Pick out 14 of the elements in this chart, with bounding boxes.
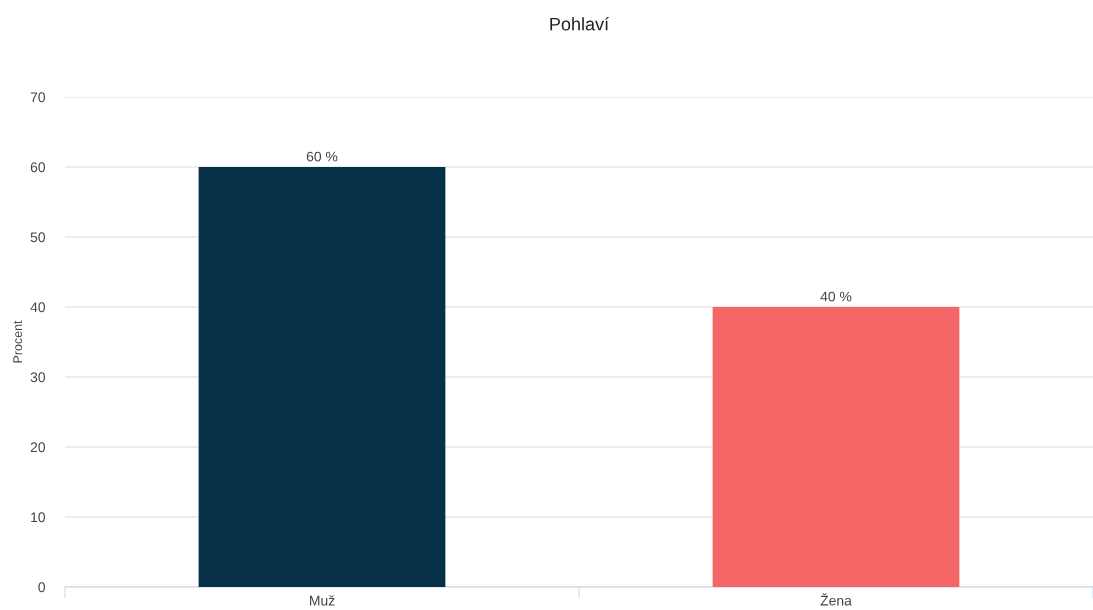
- y-tick-label: 50: [30, 232, 46, 243]
- x-tick-label: Muž: [310, 595, 335, 606]
- y-axis-title: Procent: [13, 320, 23, 363]
- y-tick-label: 30: [30, 372, 46, 383]
- y-tick-label: 20: [30, 442, 46, 453]
- data-label: 40 %: [820, 291, 852, 302]
- x-tick-label: Žena: [820, 593, 852, 606]
- data-label: 60 %: [306, 151, 338, 162]
- y-tick-label: 40: [30, 302, 46, 313]
- y-tick-label: 70: [30, 92, 46, 103]
- y-tick-label: 10: [31, 512, 46, 523]
- y-tick-label: 60: [30, 162, 46, 173]
- chart-title: Pohlaví: [550, 17, 610, 31]
- y-tick-label: 0: [38, 582, 46, 593]
